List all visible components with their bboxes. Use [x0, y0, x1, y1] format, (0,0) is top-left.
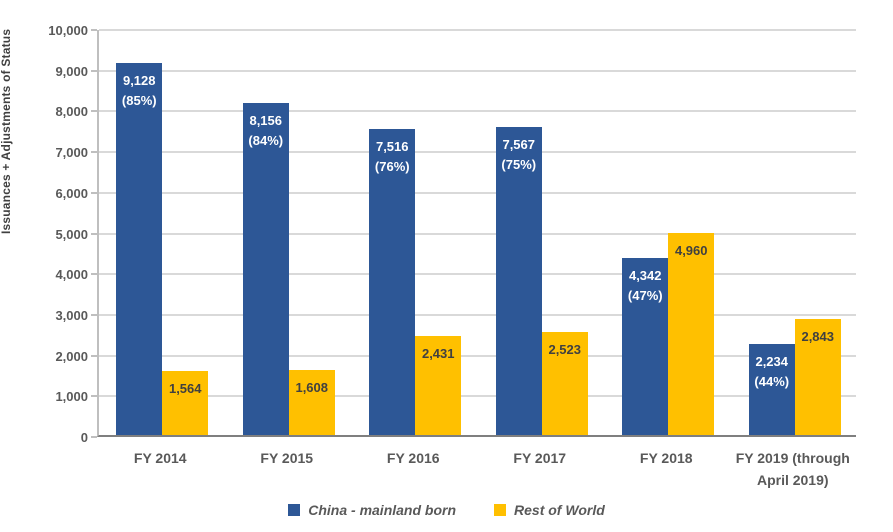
bar-value-label: 2,523	[548, 342, 582, 357]
y-tick-label: 6,000	[55, 185, 88, 201]
y-tick-mark	[91, 313, 97, 316]
x-category-label: FY 2017	[513, 450, 567, 466]
y-tick-mark	[91, 273, 97, 276]
gridline	[99, 69, 856, 72]
x-category-label: FY 2015	[260, 450, 314, 466]
y-tick-mark	[91, 354, 97, 357]
y-tick-mark	[91, 69, 97, 72]
y-tick-label: 2,000	[55, 348, 88, 364]
y-tick-mark	[91, 151, 97, 154]
bar-value-label: 1,564	[168, 381, 202, 396]
bar-rest-of-world[interactable]: 2,523	[541, 332, 588, 435]
y-tick-label: 0	[80, 430, 88, 445]
plot-area: 9,128 (85%) 1,564 8,156 (84%) 1,608 7,516 (76%)…	[97, 29, 856, 437]
legend-label: Rest of World	[514, 502, 605, 518]
bar-rest-of-world[interactable]: 1,564	[162, 371, 209, 435]
y-tick-label: 9,000	[55, 63, 88, 79]
y-tick-label: 8,000	[55, 104, 88, 120]
y-tick-label: 4,000	[55, 267, 88, 283]
gridline	[99, 232, 856, 235]
bar-value-label: 1,608	[295, 380, 329, 395]
chart-legend: China - mainland born Rest of World	[0, 502, 893, 518]
bar-rest-of-world[interactable]: 4,960	[668, 233, 715, 435]
bar-value-label: 9,128 (85%)	[121, 73, 157, 108]
legend-swatch-icon	[288, 504, 301, 516]
y-tick-label: 7,000	[55, 145, 88, 161]
y-tick-label: 3,000	[55, 307, 88, 323]
x-category-label: FY 2018	[639, 450, 693, 466]
x-category-label: FY 2019 (through April 2019)	[735, 450, 850, 488]
bar-china[interactable]: 8,156 (84%)	[242, 103, 289, 435]
gridline	[99, 29, 856, 31]
bar-china[interactable]: 4,342 (47%)	[622, 258, 669, 435]
bar-group: 4,342 (47%) 4,960	[622, 233, 715, 435]
y-tick-mark	[91, 395, 97, 398]
bar-rest-of-world[interactable]: 2,431	[415, 336, 462, 435]
bar-china[interactable]: 2,234 (44%)	[748, 344, 795, 435]
gridline	[99, 273, 856, 276]
gridline	[99, 395, 856, 398]
y-axis-title: Issuances + Adjustments of Status	[0, 28, 13, 234]
legend-label: China - mainland born	[308, 502, 457, 518]
gridline	[99, 110, 856, 113]
bar-rest-of-world[interactable]: 1,608	[288, 370, 335, 435]
bar-group: 2,234 (44%) 2,843	[748, 319, 841, 435]
bar-value-label: 4,960	[674, 243, 708, 258]
gridline	[99, 191, 856, 194]
y-tick-mark	[91, 110, 97, 113]
bar-china[interactable]: 7,567 (75%)	[495, 127, 542, 435]
y-tick-mark	[91, 29, 97, 31]
bar-value-label: 2,843	[801, 329, 835, 344]
legend-swatch-icon	[494, 504, 507, 516]
y-tick-mark	[91, 191, 97, 194]
legend-item-china[interactable]: China - mainland born	[288, 502, 456, 518]
gridline	[99, 151, 856, 154]
legend-item-rest-of-world[interactable]: Rest of World	[494, 502, 605, 518]
bar-value-label: 4,342 (47%)	[627, 268, 663, 303]
bar-value-label: 7,567 (75%)	[501, 137, 537, 172]
bar-value-label: 2,234 (44%)	[754, 354, 790, 389]
y-tick-label: 10,000	[48, 23, 88, 38]
y-tick-label: 1,000	[55, 389, 88, 405]
bar-china[interactable]: 9,128 (85%)	[116, 63, 163, 435]
x-category-label: FY 2016	[386, 450, 440, 466]
bar-group: 7,567 (75%) 2,523	[495, 127, 588, 435]
bar-value-label: 2,431	[421, 346, 455, 361]
bar-group: 9,128 (85%) 1,564	[116, 63, 209, 435]
gridline	[99, 313, 856, 316]
bar-value-label: 7,516 (76%)	[374, 139, 410, 174]
y-tick-mark	[91, 436, 97, 438]
bar-rest-of-world[interactable]: 2,843	[794, 319, 841, 435]
bar-group: 8,156 (84%) 1,608	[242, 103, 335, 435]
y-tick-mark	[91, 232, 97, 235]
bar-group: 7,516 (76%) 2,431	[369, 129, 462, 435]
gridline	[99, 354, 856, 357]
x-category-label: FY 2014	[133, 450, 187, 466]
bar-value-label: 8,156 (84%)	[248, 113, 284, 148]
bar-china[interactable]: 7,516 (76%)	[369, 129, 416, 435]
y-tick-label: 5,000	[55, 226, 88, 242]
